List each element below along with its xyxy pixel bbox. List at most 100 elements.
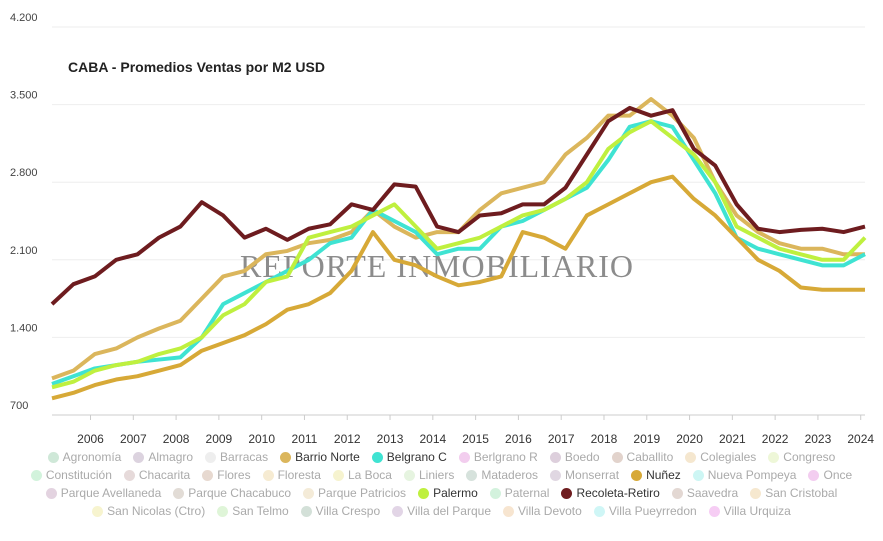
x-tick-label: 2023 [805,432,832,446]
legend-item[interactable]: Nueva Pompeya [692,466,797,484]
x-tick-label: 2021 [719,432,746,446]
legend-swatch [92,505,104,517]
series-line [51,119,867,390]
legend-item[interactable]: Colegiales [685,448,756,466]
legend-item[interactable]: Belgrano C [371,448,447,466]
chart-title: CABA - Promedios Ventas por M2 USD [68,59,325,75]
legend-label: La Boca [347,468,392,482]
legend-label: Barrio Norte [295,450,360,464]
series-line [50,105,866,306]
legend-label: Palermo [433,486,478,500]
legend-label: Boedo [564,450,600,464]
legend-swatch [466,469,478,481]
legend-label: Villa Crespo [315,504,381,518]
legend-swatch [30,469,42,481]
legend-item[interactable]: Liniers [403,466,455,484]
legend-item[interactable]: San Nicolas (Ctro) [92,502,205,520]
legend-item[interactable]: Nuñez [631,466,681,484]
legend-item[interactable]: Mataderos [466,466,538,484]
y-tick-label: 1.400 [10,322,38,334]
legend-item[interactable]: Parque Avellaneda [45,484,162,502]
legend-label: Congreso [783,450,836,464]
legend-label: Belgrano C [386,450,447,464]
legend-label: Nuñez [646,468,681,482]
legend-item[interactable]: Barrio Norte [280,448,360,466]
legend-item[interactable]: Palermo [418,484,478,502]
legend-item[interactable]: La Boca [332,466,392,484]
legend-swatch [332,469,344,481]
x-tick-label: 2011 [292,432,318,446]
x-tick-label: 2024 [847,432,874,446]
legend-item[interactable]: San Telmo [217,502,289,520]
legend-swatch [708,505,720,517]
legend-swatch [47,451,59,463]
legend-item[interactable]: Chacarita [123,466,191,484]
legend-item[interactable]: Villa Crespo [300,502,381,520]
legend-item[interactable]: Boedo [549,448,600,466]
legend-swatch [489,487,501,499]
legend-item[interactable]: Barracas [205,448,268,466]
legend-label: Parque Avellaneda [60,486,162,500]
legend-swatch [750,487,762,499]
legend-label: Liniers [418,468,455,482]
legend-label: Colegiales [700,450,757,464]
x-tick-label: 2017 [548,432,575,446]
legend-item[interactable]: Saavedra [671,484,738,502]
legend-label: Caballito [626,450,674,464]
legend-item[interactable]: Almagro [133,448,193,466]
legend-label: Mataderos [481,468,539,482]
x-tick-label: 2008 [163,432,190,446]
legend-label: Agronomía [62,450,122,464]
legend-swatch [300,505,312,517]
legend-item[interactable]: Flores [202,466,251,484]
x-tick-label: 2016 [505,432,532,446]
x-tick-label: 2006 [77,432,104,446]
legend-item[interactable]: Monserrat [550,466,619,484]
legend-label: Chacarita [138,468,191,482]
legend-swatch [611,451,623,463]
legend-item[interactable]: Agronomía [47,448,122,466]
legend-label: Villa Pueyrredon [608,504,697,518]
legend-swatch [593,505,605,517]
legend-item[interactable]: Congreso [768,448,835,466]
legend-label: Barracas [220,450,269,464]
legend-item[interactable]: Floresta [262,466,321,484]
legend-swatch [45,487,57,499]
x-tick-label: 2012 [334,432,361,446]
legend-label: San Nicolas (Ctro) [107,504,206,518]
legend-swatch [549,451,561,463]
legend-label: Constitución [45,468,112,482]
x-tick-label: 2019 [633,432,660,446]
legend-item[interactable]: Villa Urquiza [708,502,791,520]
legend-swatch [418,487,430,499]
legend-swatch [371,451,383,463]
legend-swatch [768,451,780,463]
legend-item[interactable]: Villa del Parque [392,502,491,520]
y-tick-label: 4.200 [10,12,38,24]
legend-swatch [280,451,292,463]
y-tick-label: 700 [10,400,28,412]
legend-label: Villa del Parque [407,504,491,518]
legend-label: Floresta [277,468,321,482]
legend-item[interactable]: Berlgrano R [458,448,538,466]
legend-swatch [173,487,185,499]
legend-item[interactable]: Recoleta-Retiro [561,484,660,502]
legend-item[interactable]: Once [808,466,852,484]
legend-item[interactable]: Caballito [611,448,674,466]
lines [50,97,867,401]
legend-swatch [550,469,562,481]
legend-label: Nueva Pompeya [707,468,797,482]
legend-item[interactable]: Constitución [30,466,112,484]
legend-label: Flores [217,468,251,482]
series-line [51,119,866,386]
legend-item[interactable]: Paternal [489,484,549,502]
legend-item[interactable]: Villa Devoto [503,502,582,520]
legend-item[interactable]: Villa Pueyrredon [593,502,697,520]
legend-label: Villa Devoto [518,504,582,518]
legend-label: Monserrat [565,468,620,482]
legend-item[interactable]: Parque Chacabuco [173,484,291,502]
legend-swatch [692,469,704,481]
legend-item[interactable]: San Cristobal [750,484,837,502]
legend-item[interactable]: Parque Patricios [303,484,406,502]
